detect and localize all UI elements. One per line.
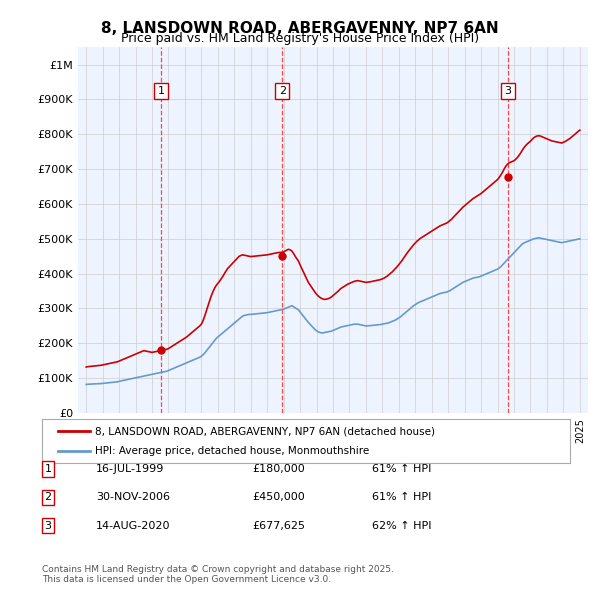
Text: 61% ↑ HPI: 61% ↑ HPI bbox=[372, 464, 431, 474]
Text: 8, LANSDOWN ROAD, ABERGAVENNY, NP7 6AN (detached house): 8, LANSDOWN ROAD, ABERGAVENNY, NP7 6AN (… bbox=[95, 427, 435, 436]
Text: 16-JUL-1999: 16-JUL-1999 bbox=[96, 464, 164, 474]
Text: 14-AUG-2020: 14-AUG-2020 bbox=[96, 521, 170, 530]
Text: Contains HM Land Registry data © Crown copyright and database right 2025.
This d: Contains HM Land Registry data © Crown c… bbox=[42, 565, 394, 584]
Text: HPI: Average price, detached house, Monmouthshire: HPI: Average price, detached house, Monm… bbox=[95, 446, 369, 455]
Text: 3: 3 bbox=[44, 521, 52, 530]
Text: 1: 1 bbox=[157, 86, 164, 96]
Text: 2: 2 bbox=[279, 86, 286, 96]
Text: 3: 3 bbox=[504, 86, 511, 96]
Text: 1: 1 bbox=[44, 464, 52, 474]
Text: Price paid vs. HM Land Registry's House Price Index (HPI): Price paid vs. HM Land Registry's House … bbox=[121, 32, 479, 45]
Text: 62% ↑ HPI: 62% ↑ HPI bbox=[372, 521, 431, 530]
Text: £450,000: £450,000 bbox=[252, 493, 305, 502]
Text: 30-NOV-2006: 30-NOV-2006 bbox=[96, 493, 170, 502]
Text: £677,625: £677,625 bbox=[252, 521, 305, 530]
Text: 2: 2 bbox=[44, 493, 52, 502]
Text: 8, LANSDOWN ROAD, ABERGAVENNY, NP7 6AN: 8, LANSDOWN ROAD, ABERGAVENNY, NP7 6AN bbox=[101, 21, 499, 35]
Text: 61% ↑ HPI: 61% ↑ HPI bbox=[372, 493, 431, 502]
Text: £180,000: £180,000 bbox=[252, 464, 305, 474]
